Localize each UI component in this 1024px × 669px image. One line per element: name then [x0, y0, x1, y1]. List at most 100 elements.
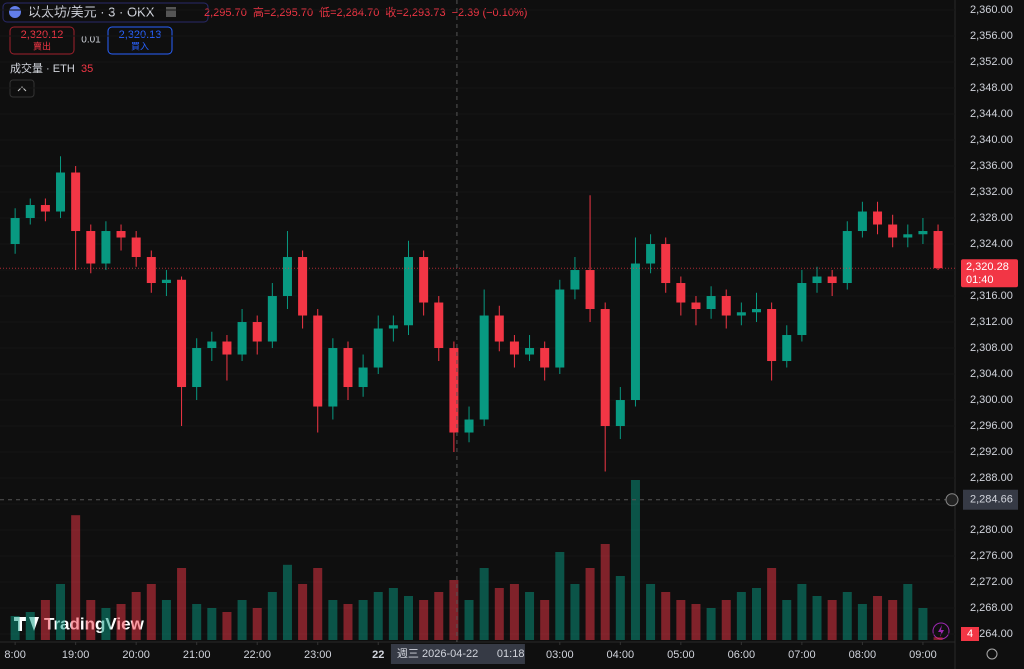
candle-body — [343, 348, 353, 388]
volume-badge: 4 — [967, 628, 973, 640]
volume-bar — [857, 604, 867, 640]
volume-bar — [933, 637, 943, 640]
candle-body — [797, 283, 807, 336]
crosshair-date: 週三 2026-04-22 — [397, 647, 478, 660]
candle-body — [282, 257, 292, 297]
volume-bar — [328, 600, 338, 640]
ohlc-value: 低=2,284.70 — [319, 6, 379, 19]
volume-bar — [903, 584, 913, 640]
volume-bar — [313, 568, 323, 640]
buy-label[interactable]: 買入 — [131, 41, 149, 51]
candle-body — [751, 309, 761, 313]
candle-body — [873, 211, 883, 225]
volume-bar — [600, 544, 610, 640]
volume-bar — [751, 588, 761, 640]
x-tick-label: 06:00 — [728, 649, 756, 661]
symbol-box[interactable] — [2, 2, 209, 23]
volume-bar — [494, 588, 504, 640]
volume-bar — [873, 596, 883, 640]
symbol[interactable]: 以太坊/美元 · 3 · OKX — [28, 4, 155, 19]
candle-body — [192, 348, 202, 388]
y-tick-label: 2,288.00 — [970, 472, 1013, 484]
volume-bar — [86, 600, 96, 640]
crosshair-plus — [945, 493, 959, 507]
buy-price[interactable]: 2,320.13 — [119, 29, 162, 41]
last-price-box — [961, 259, 1018, 288]
x-tick-label: 07:00 — [788, 649, 816, 661]
candle-body — [388, 325, 398, 329]
candle-body — [449, 348, 459, 433]
candle-body — [721, 296, 731, 316]
volume-bar — [116, 604, 126, 640]
x-tick-label: 03:00 — [546, 649, 574, 661]
candle-body — [827, 276, 837, 284]
volume-bar — [797, 584, 807, 640]
countdown: 01:40 — [966, 274, 994, 286]
y-tick-label: 2,356.00 — [970, 30, 1013, 42]
volume-bar — [25, 612, 35, 640]
candle-body — [494, 315, 504, 342]
volume-bar — [661, 592, 671, 640]
volume-bar — [434, 592, 444, 640]
candle-body — [812, 276, 822, 284]
candle-body — [661, 244, 671, 284]
volume-bar — [646, 584, 656, 640]
volume-bar — [736, 592, 746, 640]
crosshair-time-box — [390, 644, 525, 664]
buy-button[interactable] — [107, 26, 173, 55]
settings-icon[interactable] — [986, 648, 998, 660]
candle-body — [933, 231, 943, 269]
candle-body — [555, 289, 565, 368]
volume-bar — [615, 576, 625, 640]
volume-bar — [101, 608, 111, 640]
candle-body — [570, 270, 580, 290]
volume-bar — [282, 564, 292, 640]
sell-button[interactable] — [9, 26, 75, 55]
candle-body — [313, 315, 323, 407]
candle-body — [358, 367, 368, 388]
volume-bar — [388, 588, 398, 640]
x-tick-label: 8:00 — [4, 649, 25, 661]
candle-body — [56, 172, 66, 212]
volume-bar — [676, 600, 686, 640]
ohlc-value: −2.39 (−0.10%) — [452, 7, 528, 19]
crosshair-price: 2,284.66 — [970, 494, 1013, 506]
candle-body — [373, 328, 383, 368]
candle-body — [328, 348, 338, 407]
ohlc-value: 高=2,295.70 — [253, 5, 313, 19]
eth-icon — [9, 6, 21, 18]
sell-label[interactable]: 賣出 — [33, 40, 51, 51]
x-tick-label: 22 — [372, 649, 384, 661]
y-tick-label: 2,292.00 — [970, 446, 1013, 458]
x-tick-label: 23:00 — [304, 649, 332, 661]
candle-body — [267, 296, 277, 342]
candle-body — [630, 263, 640, 401]
crosshair-price-box — [963, 489, 1018, 510]
candle-body — [706, 296, 716, 310]
volume-bar — [630, 480, 640, 640]
volume-bar — [222, 612, 232, 640]
volume-bar — [237, 600, 247, 640]
candle-body — [298, 257, 308, 316]
candle-body — [646, 244, 656, 264]
candle-body — [40, 205, 50, 212]
volume-bar — [812, 596, 822, 640]
volume-bar — [161, 600, 171, 640]
volume-bar — [918, 608, 928, 640]
sell-price[interactable]: 2,320.12 — [21, 29, 64, 41]
candle-body — [782, 335, 792, 362]
y-tick-label: 2,296.00 — [970, 420, 1013, 432]
volume-bar — [343, 604, 353, 640]
candle-body — [903, 234, 913, 238]
flag-icon[interactable] — [166, 7, 176, 17]
y-tick-label: 2,340.00 — [970, 134, 1013, 146]
candle-body — [116, 231, 126, 238]
volume-bar — [71, 515, 81, 640]
y-tick-label: 2,352.00 — [970, 56, 1013, 68]
y-tick-label: 2,272.00 — [970, 576, 1013, 588]
candle-body — [525, 348, 535, 355]
volume-bar — [419, 600, 429, 640]
